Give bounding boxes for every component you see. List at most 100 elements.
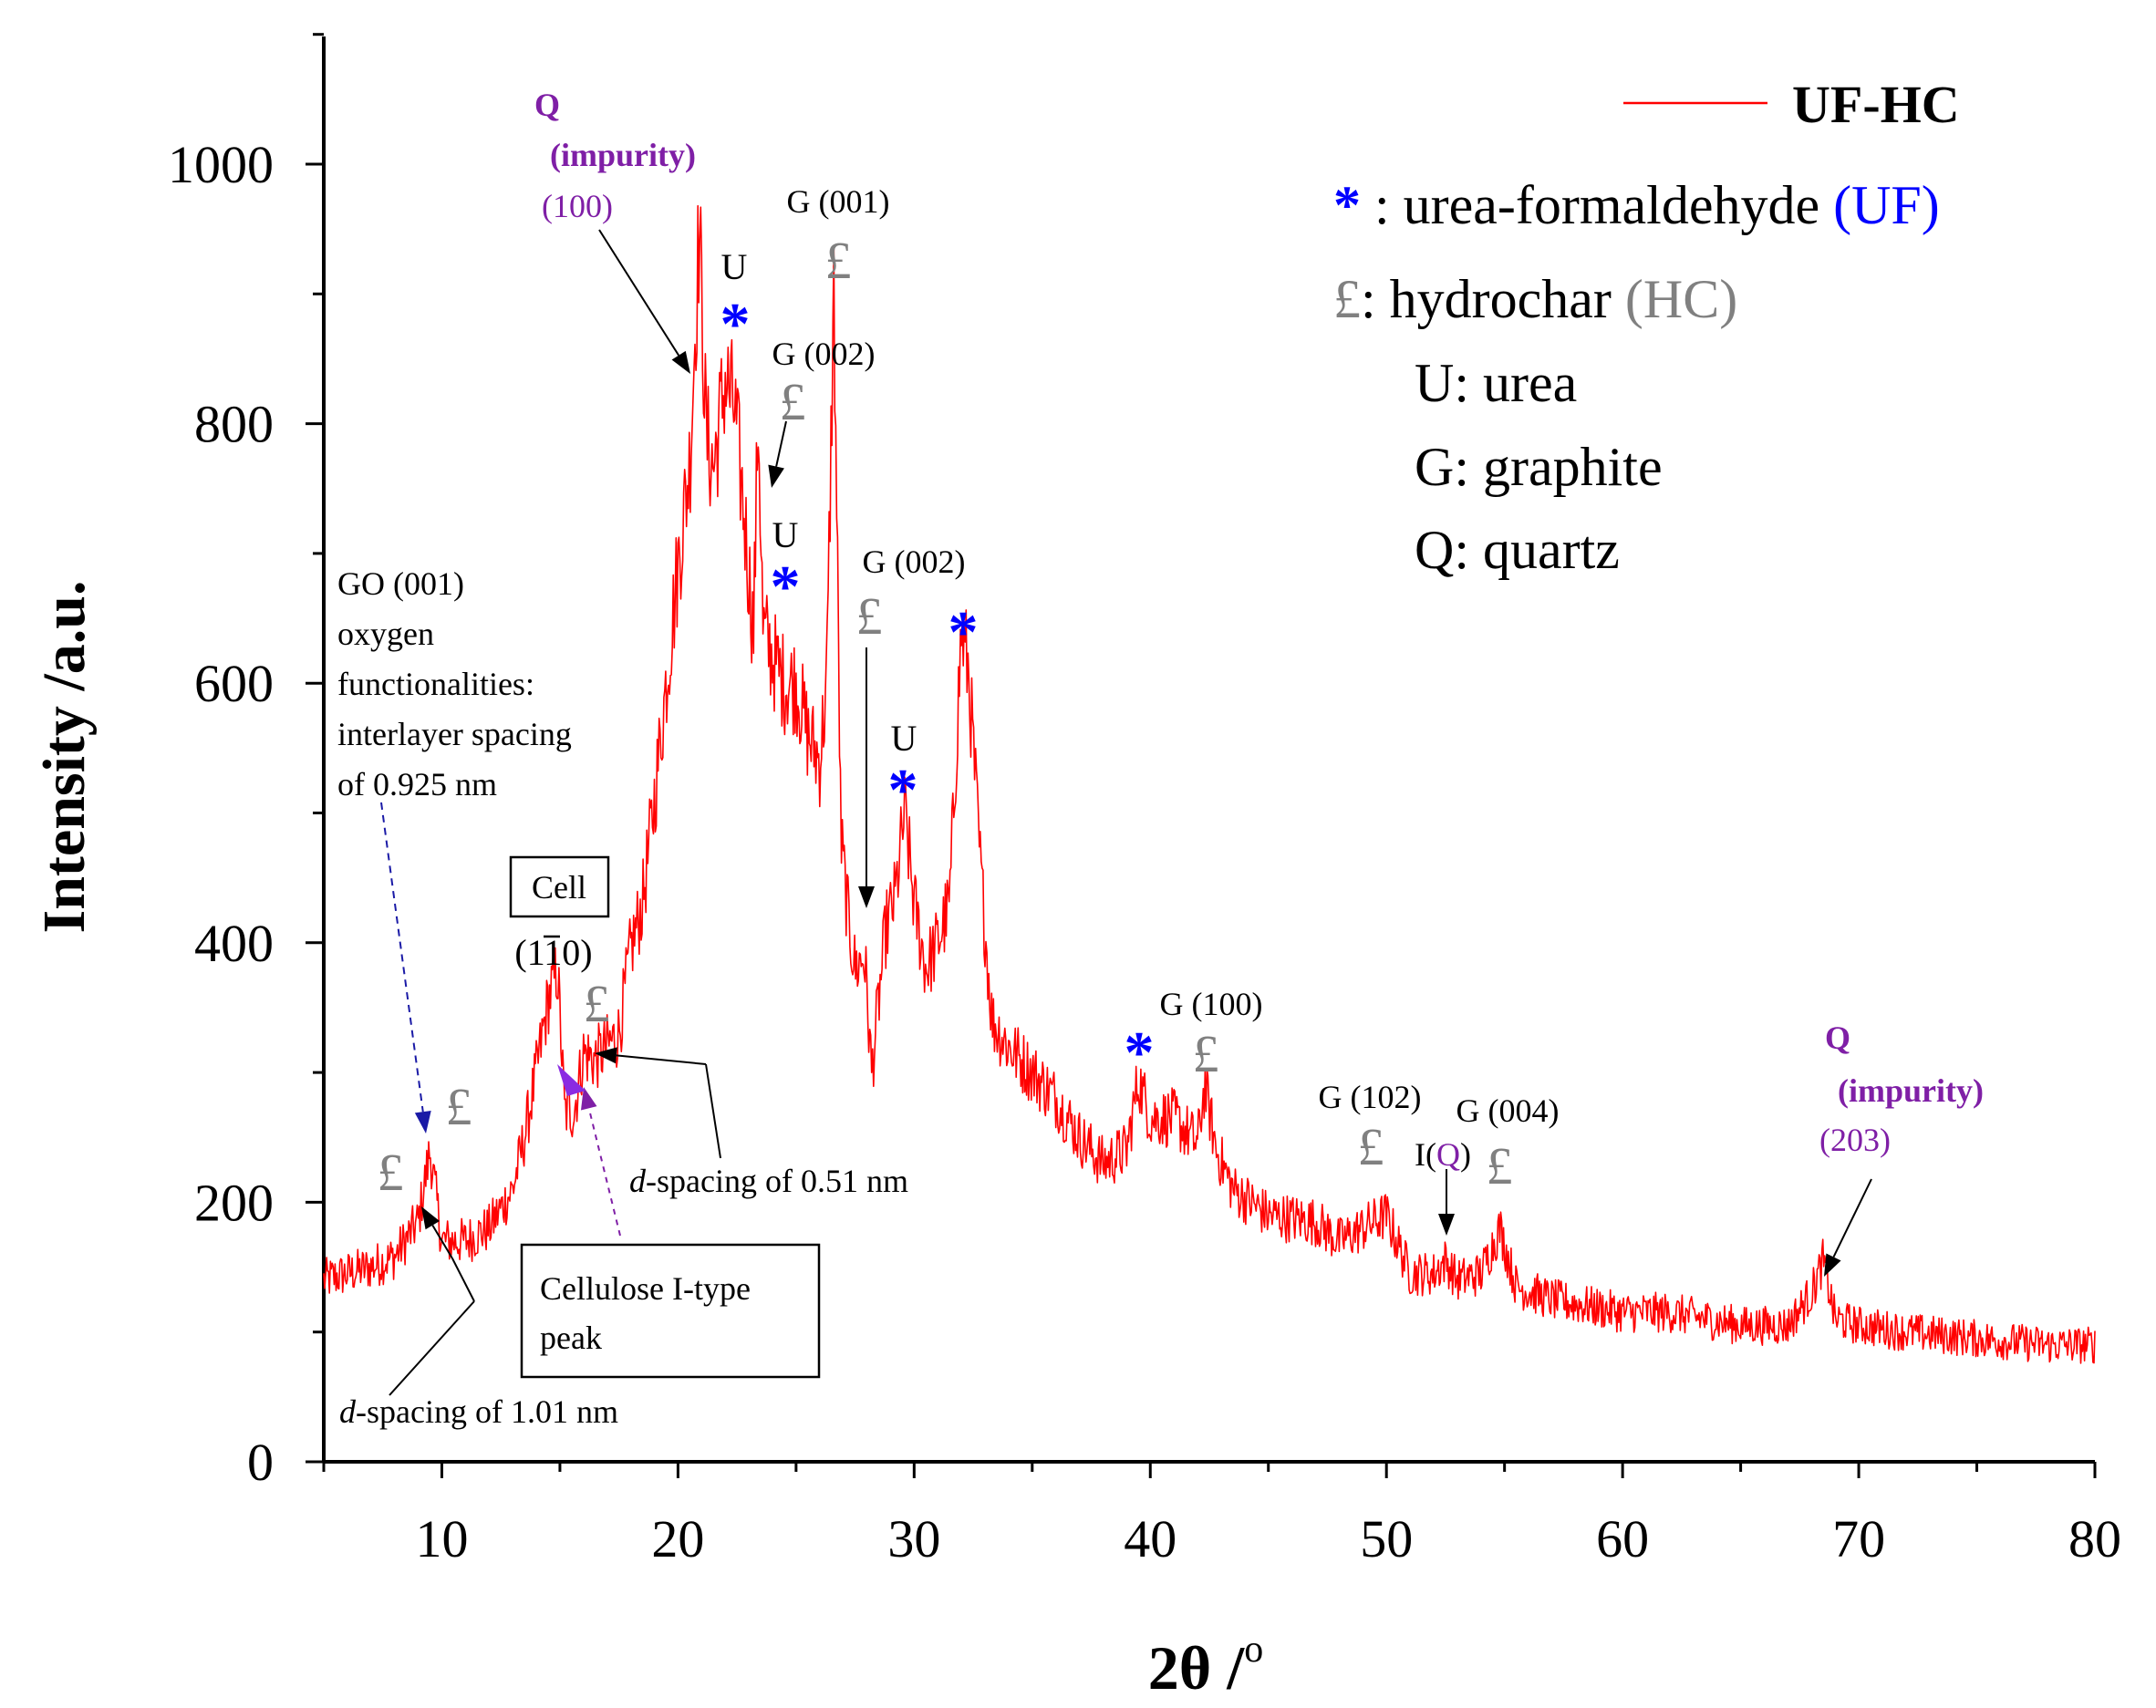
cell-miller: (110) <box>514 932 592 973</box>
legend-entry-part-2: (UF) <box>1833 175 1940 235</box>
g002a-pound: £ <box>780 372 806 431</box>
legend-entry-part-0: £ <box>1333 269 1361 329</box>
go-arrow <box>380 802 431 1133</box>
cellulose-box <box>520 1243 821 1379</box>
d101-arrow-shaft <box>431 1225 453 1259</box>
x-tick-label: 50 <box>1360 1509 1413 1568</box>
g100-label: G (100) <box>1160 986 1263 1022</box>
iq-label-part-0: I( <box>1415 1136 1436 1173</box>
y-tick-label: 1000 <box>168 135 274 194</box>
uf-star-3: * <box>888 757 918 823</box>
d051-arrow-tip-shaft <box>616 1054 707 1065</box>
legend-entry-part-0: G: graphite <box>1415 437 1663 497</box>
cell-miller-part-0: (1 <box>514 932 544 973</box>
q203-impurity: (impurity) <box>1838 1072 1984 1109</box>
q203-arrow <box>1824 1178 1872 1277</box>
hc-pound-9a: £ <box>378 1143 404 1202</box>
x-axis-title-part-0: 2θ / <box>1148 1633 1245 1703</box>
q203-label: Q <box>1825 1020 1850 1056</box>
cellulose-text-line: Cellulose I-type <box>540 1270 751 1307</box>
legend-entry: * : urea-formaldehyde (UF) <box>1333 175 1940 235</box>
g004-pound: £ <box>1487 1136 1513 1196</box>
iq-arrow-head <box>1438 1214 1455 1236</box>
d051-arrow <box>595 1047 721 1159</box>
q100-arrow <box>598 229 690 374</box>
iq-arrow <box>1438 1169 1455 1236</box>
q100-arrow-head <box>671 350 690 374</box>
cell-box-label: Cell <box>532 869 586 906</box>
uf-star-4: * <box>948 599 979 666</box>
hc-pound-9b: £ <box>446 1077 472 1136</box>
g002a-arrow <box>768 420 787 488</box>
cellulose-text-line: peak <box>540 1320 602 1356</box>
u-label-2: U <box>772 514 799 555</box>
cell-box <box>509 855 610 918</box>
g100-pound: £ <box>1193 1024 1219 1083</box>
legend-entry-part-1: : urea-formaldehyde <box>1361 175 1833 235</box>
x-tick-label: 30 <box>887 1509 940 1568</box>
g002b-pound: £ <box>856 586 883 646</box>
g004-label: G (004) <box>1456 1092 1560 1129</box>
x-tick-label: 10 <box>415 1509 468 1568</box>
cell-miller-part-2: 0) <box>562 932 592 973</box>
g001-pound: £ <box>825 231 852 290</box>
x-tick-label: 80 <box>2068 1509 2121 1568</box>
d101-label-part-1: -spacing of 1.01 nm <box>356 1393 618 1430</box>
d101-label: d-spacing of 1.01 nm <box>339 1393 618 1430</box>
legend-entry: £: hydrochar (HC) <box>1333 269 1737 329</box>
x-tick-label: 20 <box>651 1509 704 1568</box>
series-line-uf-hc <box>323 204 2096 1364</box>
x-tick-label: 40 <box>1124 1509 1176 1568</box>
x-tick-label: 60 <box>1596 1509 1649 1568</box>
uf-star-5: * <box>1125 1020 1155 1086</box>
iq-label: I(Q) <box>1415 1136 1471 1173</box>
legend-entry: U: urea <box>1415 353 1577 413</box>
q100-miller: (100) <box>542 188 613 224</box>
legend-entry-part-1: : hydrochar <box>1361 269 1625 329</box>
d051-label: d-spacing of 0.51 nm <box>629 1163 908 1199</box>
cellulose-arrow-head <box>580 1087 597 1111</box>
g002b-arrow-head <box>858 886 875 908</box>
go-text-line: oxygen <box>337 616 434 652</box>
go-text-line: functionalities: <box>337 666 534 702</box>
g102-pound: £ <box>1358 1117 1384 1176</box>
u-label-1: U <box>721 246 748 287</box>
q203-arrow-shaft <box>1832 1178 1872 1258</box>
d101-arrow <box>421 1206 453 1259</box>
x-tick-label: 70 <box>1832 1509 1885 1568</box>
d051-arrow-path <box>705 1063 721 1159</box>
q100-impurity: (impurity) <box>550 137 696 173</box>
legend-entry-part-0: * <box>1333 175 1361 235</box>
legend-entry: Q: quartz <box>1415 520 1620 580</box>
g002a-label: G (002) <box>772 336 876 372</box>
g002a-arrow-head <box>768 464 784 488</box>
d051-label-part-1: -spacing of 0.51 nm <box>646 1163 908 1199</box>
u-label-3: U <box>891 718 917 759</box>
g001-label: G (001) <box>787 183 890 220</box>
x-axis-title: 2θ /o <box>1148 1629 1263 1703</box>
d101-leader-2 <box>451 1258 475 1302</box>
d051-arrow-tip <box>595 1047 707 1065</box>
y-tick-label: 800 <box>194 395 274 454</box>
legend-entry-part-0: Q: quartz <box>1415 520 1620 580</box>
legend-series-label: UF-HC <box>1792 75 1960 134</box>
go-text-line: interlayer spacing <box>337 716 572 752</box>
uf-star-2: * <box>771 554 801 620</box>
cellulose-arrow <box>580 1087 621 1237</box>
uf-star-1: * <box>720 291 751 357</box>
d101-leader <box>389 1300 475 1396</box>
series-layer <box>323 204 2096 1364</box>
y-tick-label: 400 <box>194 914 274 973</box>
iq-label-part-2: ) <box>1460 1136 1471 1173</box>
legend-entry-part-0: U: urea <box>1415 353 1577 413</box>
g002a-arrow-shaft <box>775 420 787 467</box>
g002b-label: G (002) <box>863 543 966 580</box>
go-arrow-shaft <box>380 802 424 1113</box>
go-arrow-head <box>414 1111 431 1133</box>
y-tick-label: 200 <box>194 1173 274 1232</box>
cell-miller-part-1: 1 <box>544 932 562 973</box>
y-tick-label: 600 <box>194 654 274 713</box>
q100-label: Q <box>534 87 560 123</box>
go-text-line: GO (001) <box>337 565 464 602</box>
legend-entry-part-2: (HC) <box>1625 269 1737 329</box>
